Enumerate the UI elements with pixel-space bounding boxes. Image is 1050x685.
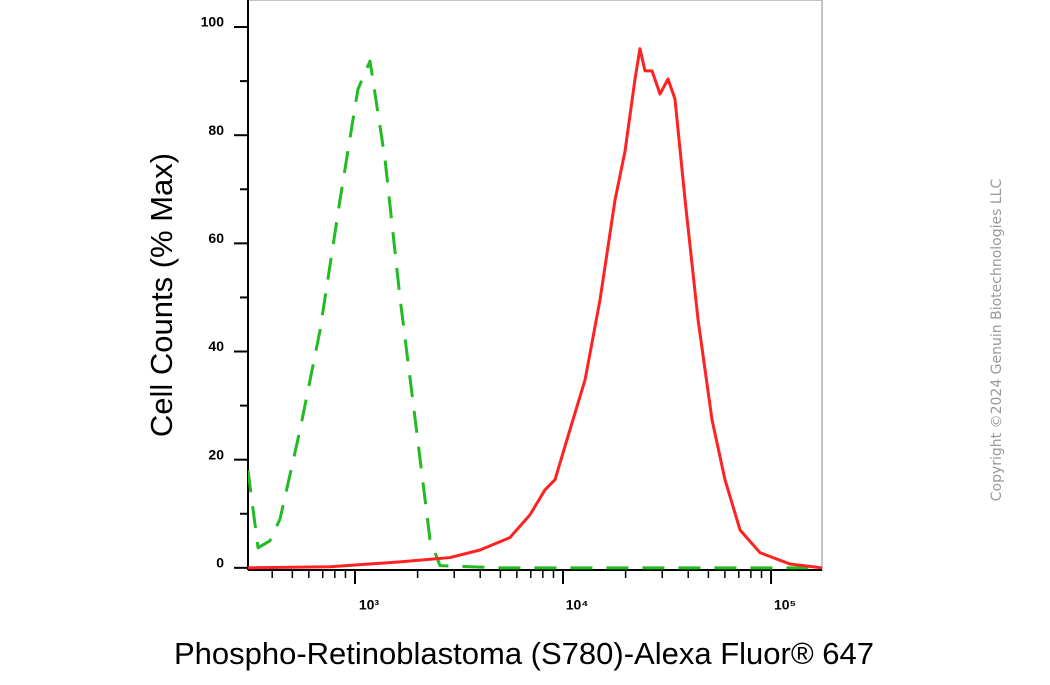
x-tick-label: 10³ [359, 597, 380, 613]
data-line [248, 47, 822, 570]
x-tick-label: 10⁴ [566, 597, 589, 613]
y-tick-label: 0 [216, 555, 224, 571]
y-tick-label: 20 [208, 446, 224, 462]
x-tick-label: 10⁵ [774, 597, 796, 613]
y-tick-label: 80 [208, 122, 224, 138]
plot-frame [247, 0, 823, 571]
copyright: Copyright ©2024 Genuin Biotechnologies L… [989, 179, 1005, 502]
y-tick-label: 40 [208, 338, 224, 354]
x-axis-title: Phospho-Retinoblastoma (S780)-Alexa Fluo… [174, 636, 874, 671]
data-line [248, 59, 822, 570]
y-axis-title: Cell Counts (% Max) [144, 153, 179, 437]
y-tick-label: 60 [208, 230, 224, 246]
y-tick-label: 100 [201, 14, 225, 30]
